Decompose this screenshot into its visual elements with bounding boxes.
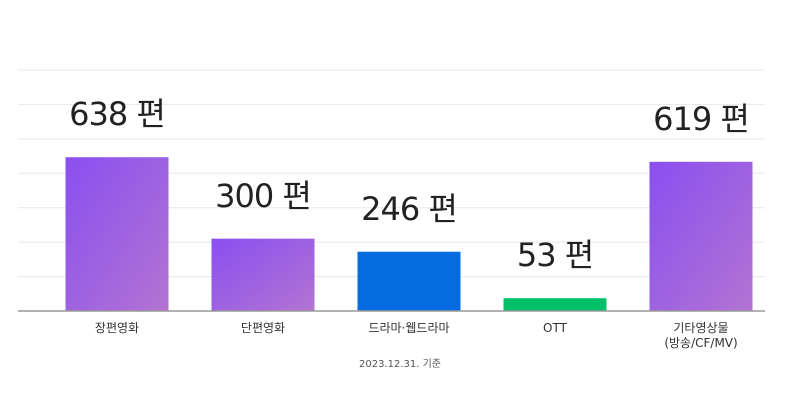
value-label: 246 편: [361, 189, 458, 228]
value-label: 638 편: [69, 95, 166, 134]
x-tick-label: 드라마·웹드라마: [368, 321, 450, 335]
value-label: 53 편: [516, 236, 594, 275]
x-tick-label: OTT: [543, 321, 567, 335]
value-label: 619 편: [653, 99, 750, 138]
x-tick-label: 단편영화: [240, 321, 286, 335]
bar: [357, 251, 461, 311]
value-label: 300 편: [215, 176, 312, 215]
bar: [503, 298, 607, 311]
bar-shade: [65, 157, 169, 311]
bar-shade: [211, 238, 315, 311]
x-tick-label: 장편영화: [94, 321, 140, 335]
x-tick-label: 기타영상물 (방송/CF/MV): [664, 321, 738, 350]
footnote: 2023.12.31. 기준: [358, 359, 441, 370]
bar-shade: [649, 161, 753, 311]
